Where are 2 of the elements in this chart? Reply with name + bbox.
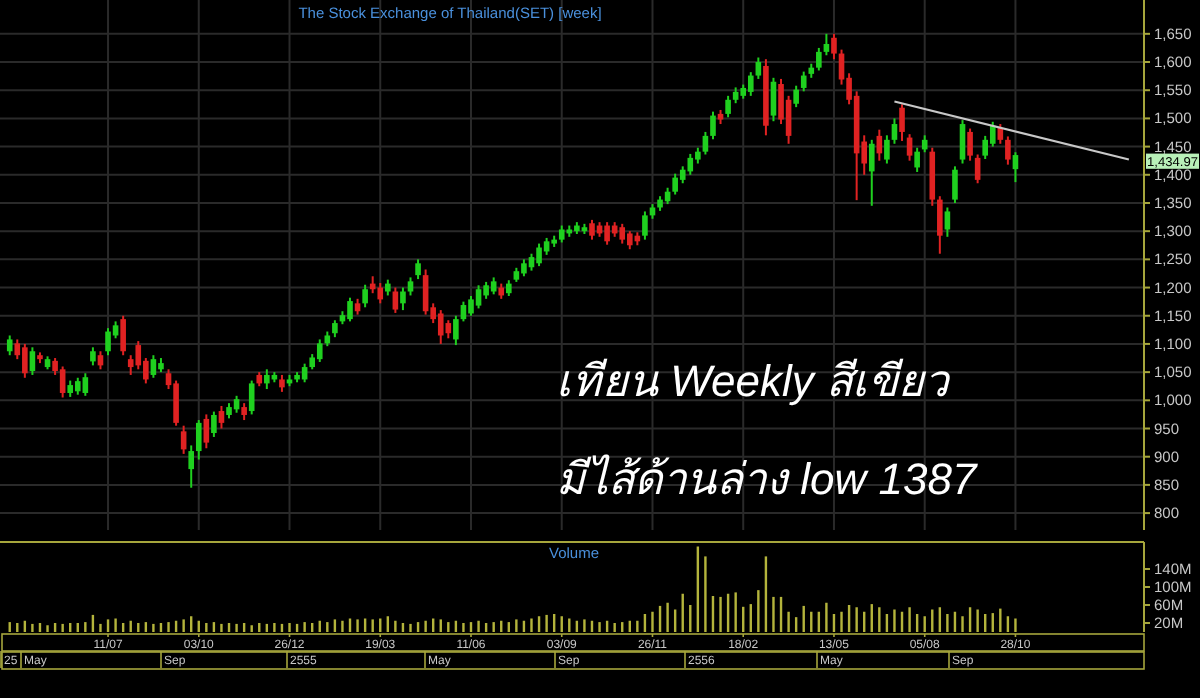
- annotation: เทียน Weekly สีเขียว: [556, 356, 952, 406]
- annotation: มีไส้ด้านล่าง low 1387: [556, 454, 978, 504]
